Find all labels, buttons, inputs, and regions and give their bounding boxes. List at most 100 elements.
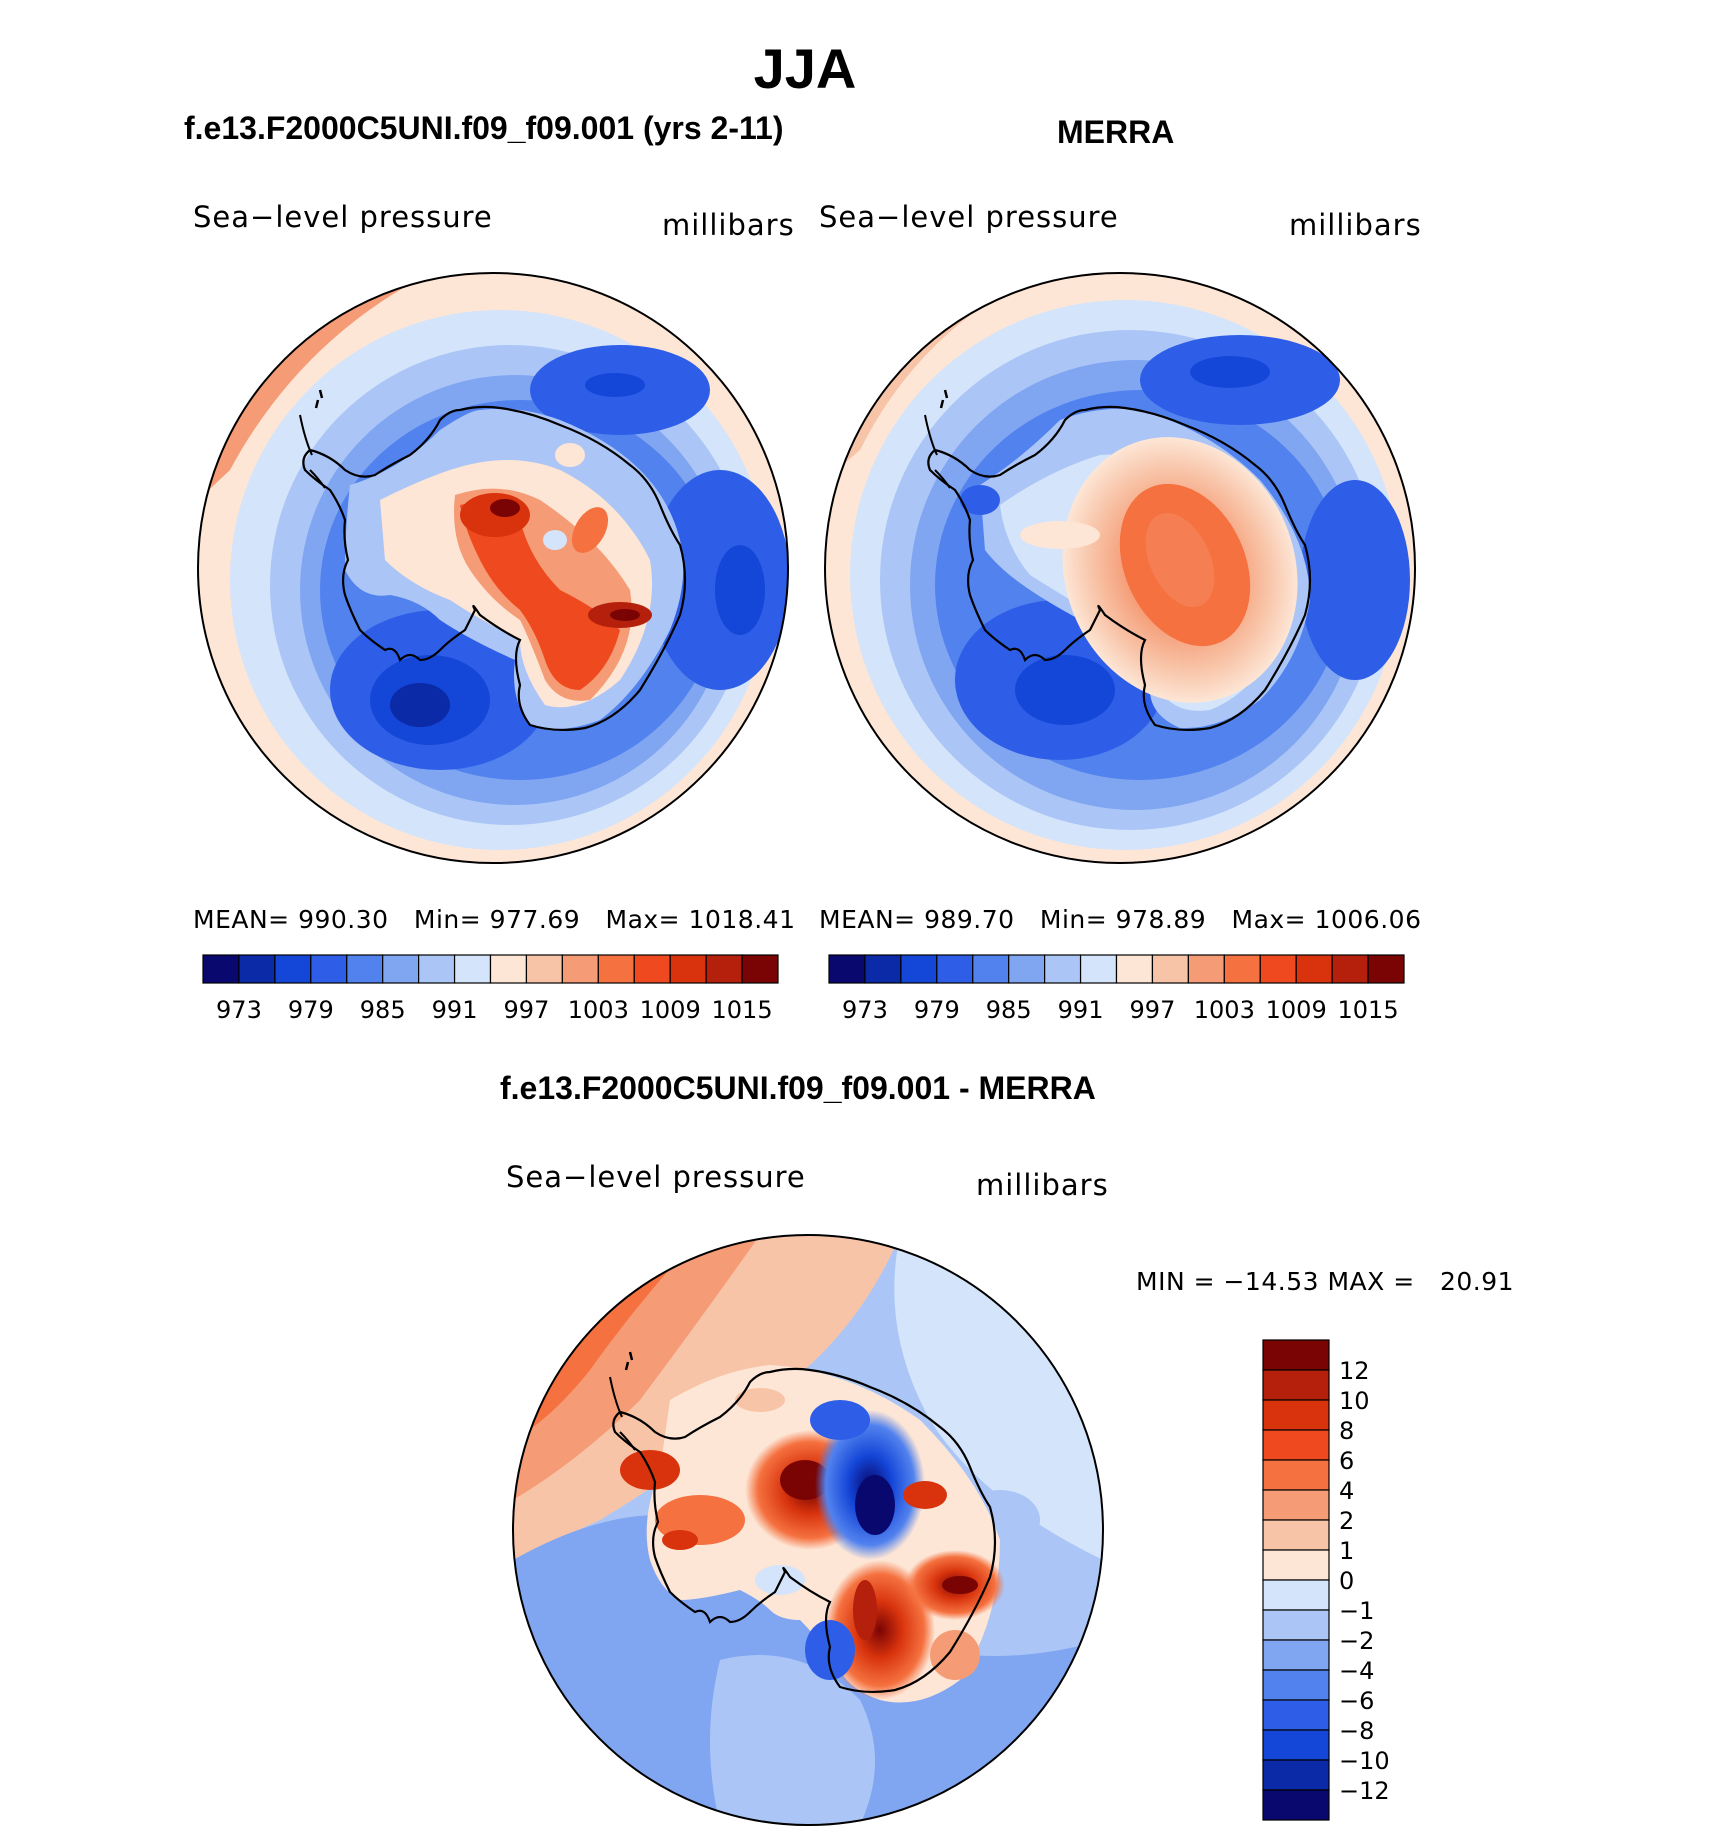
panel-1-map-border [197,272,789,864]
colorbar-swatch [274,954,312,984]
colorbar-swatch [633,954,671,984]
colorbar-swatch [561,954,599,984]
colorbar-swatch [1262,1789,1330,1821]
colorbar-swatch [900,954,938,984]
colorbar-tick-label: 973 [842,996,888,1024]
colorbar-swatch [828,954,866,984]
colorbar-tick-label: 985 [360,996,406,1024]
colorbar-tick-label: 979 [288,996,334,1024]
colorbar-tick-label: 10 [1339,1387,1370,1415]
panel-2-units-label: millibars [1289,208,1422,242]
diff-panel-header: f.e13.F2000C5UNI.f09_f09.001 - MERRA [500,1070,1096,1106]
colorbar-swatch [972,954,1010,984]
panel-2-colorbar: 973 979 985 991 997 1003 1009 1015 [828,954,1405,1024]
panel-1-stats: MEAN= 990.30 Min= 977.69 Max= 1018.41 [193,905,795,934]
colorbar-swatch [1223,954,1261,984]
panel-1-variable-label: Sea−level pressure [193,200,493,234]
colorbar-tick-label: 1003 [568,996,629,1024]
colorbar-tick-label: 1009 [1266,996,1327,1024]
colorbar-swatch [1367,954,1405,984]
colorbar-swatch [1295,954,1333,984]
max-value: 1018.41 [688,905,796,934]
mean-value: 990.30 [298,905,389,934]
min-label: Min= [1039,905,1108,934]
colorbar-swatch [489,954,528,984]
colorbar-swatch [1259,954,1297,984]
colorbar-swatch [1187,954,1225,984]
colorbar-swatch [864,954,902,984]
colorbar-swatch [1151,954,1189,984]
figure-title: JJA [753,37,857,100]
colorbar-tick-label: 985 [986,996,1032,1024]
colorbar-tick-label: −2 [1339,1627,1374,1655]
colorbar-swatch [705,954,743,984]
colorbar-swatch [418,954,456,984]
min-value: 977.69 [489,905,581,934]
colorbar-swatch [741,954,779,984]
mean-label: MEAN= [819,905,916,934]
colorbar-tick-label: 991 [1058,996,1104,1024]
diff-panel-units-label: millibars [976,1168,1109,1202]
colorbar-swatch [1262,1669,1330,1701]
colorbar-swatch [1262,1579,1330,1611]
colorbar-swatch [1331,954,1369,984]
colorbar-tick-label: 991 [432,996,478,1024]
colorbar-tick-label: 973 [216,996,262,1024]
colorbar-tick-label: 1015 [712,996,773,1024]
colorbar-tick-label: 2 [1339,1507,1354,1535]
colorbar-tick-label: −10 [1339,1747,1390,1775]
colorbar-swatch [453,954,492,984]
colorbar-swatch [1262,1549,1330,1581]
colorbar-swatch [1262,1489,1330,1521]
panel-1-colorbar: 973 979 985 991 997 1003 1009 1015 [202,954,779,1024]
colorbar-tick-label: 1009 [640,996,701,1024]
colorbar-swatch [597,954,635,984]
colorbar-swatch [1262,1399,1330,1431]
mean-value: 989.70 [924,905,1015,934]
colorbar-swatch [1079,954,1118,984]
colorbar-swatch [346,954,384,984]
colorbar-tick-label: 0 [1339,1567,1354,1595]
colorbar-tick-label: 6 [1339,1447,1354,1475]
colorbar-swatch [382,954,420,984]
mean-label: MEAN= [193,905,290,934]
colorbar-tick-label: −12 [1339,1777,1390,1805]
max-label: Max= [1231,905,1307,934]
colorbar-tick-label: 1 [1339,1537,1354,1565]
colorbar-swatch [310,954,348,984]
panel-2-stats: MEAN= 989.70 Min= 978.89 Max= 1006.06 [819,905,1421,934]
panel-2-map-border [824,272,1416,864]
colorbar-swatch [1262,1429,1330,1461]
panel-1-header: f.e13.F2000C5UNI.f09_f09.001 (yrs 2-11) [184,110,784,146]
colorbar-tick-label: 979 [914,996,960,1024]
colorbar-swatch [1262,1369,1330,1401]
colorbar-tick-label: −1 [1339,1597,1374,1625]
panel-2-map [825,273,1415,863]
panel-2-variable-label: Sea−level pressure [819,200,1119,234]
max-label: Max= [605,905,681,934]
panel-1-units-label: millibars [662,208,795,242]
colorbar-swatch [1262,1609,1330,1641]
colorbar-swatch [936,954,974,984]
min-label: Min= [413,905,482,934]
colorbar-swatch [1044,954,1082,984]
colorbar-tick-label: −8 [1339,1717,1374,1745]
colorbar-swatch [238,954,276,984]
colorbar-swatch [525,954,563,984]
colorbar-tick-label: 8 [1339,1417,1354,1445]
diff-panel-map [513,1235,1103,1825]
colorbar-swatch [1262,1729,1330,1761]
max-value: 1006.06 [1314,905,1422,934]
min-value: 978.89 [1115,905,1207,934]
panel-1-map [198,273,788,863]
colorbar-swatch [1262,1639,1330,1671]
colorbar-swatch [1262,1339,1330,1371]
panel-2-header: MERRA [1057,114,1175,150]
colorbar-tick-label: −4 [1339,1657,1374,1685]
colorbar-swatch [202,954,240,984]
colorbar-tick-label: 12 [1339,1357,1370,1385]
colorbar-swatch [1262,1699,1330,1731]
colorbar-tick-label: 997 [1130,996,1176,1024]
